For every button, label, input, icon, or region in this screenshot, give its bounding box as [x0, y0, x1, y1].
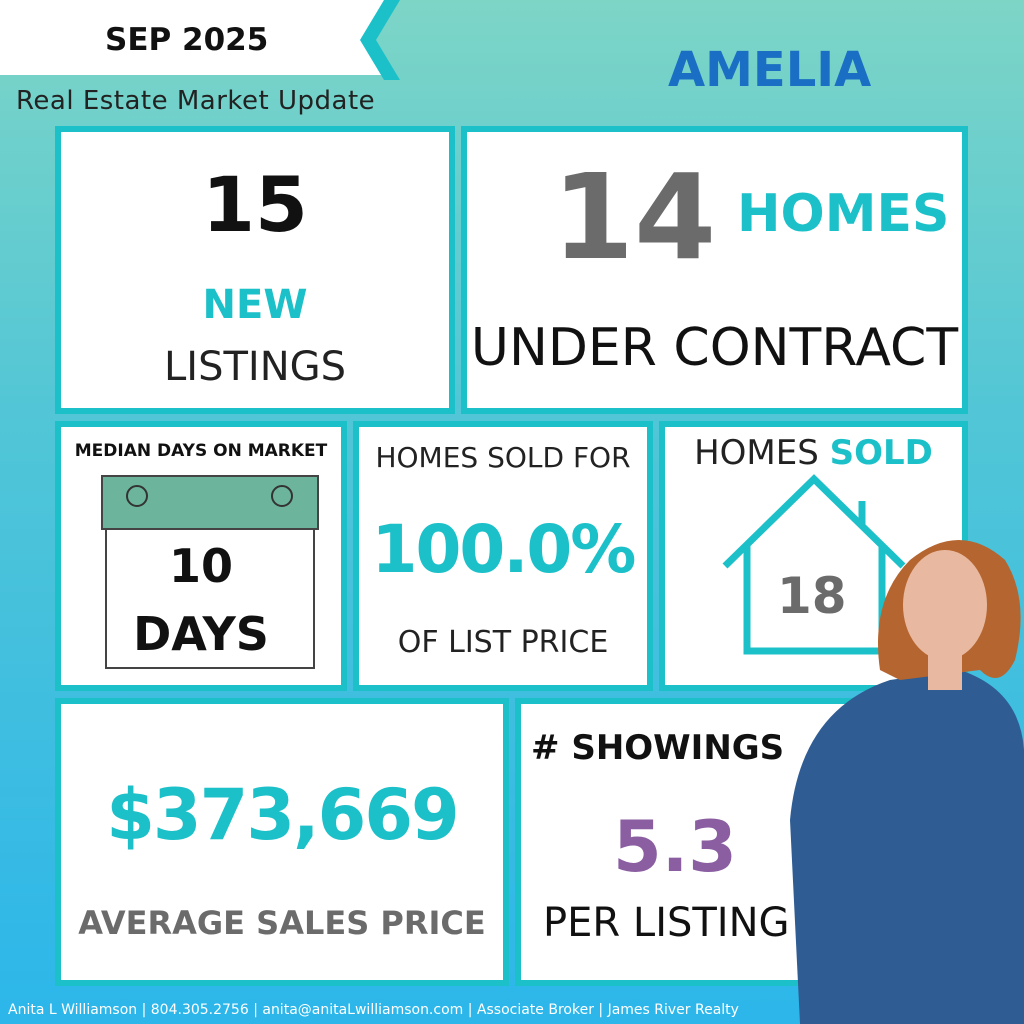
under-contract-count: 14 — [552, 148, 717, 286]
calendar-icon — [101, 475, 319, 671]
days-unit: DAYS — [133, 607, 269, 661]
house-icon — [722, 474, 906, 655]
area-title: AMELIA — [668, 42, 872, 98]
per-listing-label: PER LISTING — [543, 900, 790, 946]
agent-photo — [790, 540, 1024, 1024]
sold-label: SOLD — [829, 433, 933, 473]
under-contract-label: UNDER CONTRACT — [470, 318, 959, 378]
sold-for-label: HOMES SOLD FOR — [375, 441, 631, 474]
homes-sold-count: 18 — [777, 567, 847, 625]
homes-label: HOMES — [737, 184, 950, 244]
list-price-label: OF LIST PRICE — [397, 625, 609, 660]
days-on-market-card: MEDIAN DAYS ON MARKET 10 DAYS — [55, 421, 347, 691]
new-listings-count: 15 — [202, 160, 308, 249]
showings-value: 5.3 — [613, 806, 738, 888]
average-price-value: $373,669 — [106, 774, 460, 856]
average-price-card: $373,669 AVERAGE SALES PRICE — [55, 698, 509, 986]
average-price-label: AVERAGE SALES PRICE — [78, 904, 486, 942]
under-contract-card: 14 HOMES UNDER CONTRACT — [461, 126, 968, 414]
sold-percent-card: HOMES SOLD FOR 100.0% OF LIST PRICE — [353, 421, 653, 691]
homes-sold-title: HOMES SOLD — [665, 433, 962, 473]
date-banner — [0, 0, 395, 75]
listings-label: LISTINGS — [163, 344, 346, 390]
sold-percent-value: 100.0% — [371, 511, 637, 588]
new-listings-card: 15 NEW LISTINGS — [55, 126, 455, 414]
days-value: 10 — [168, 539, 233, 593]
date-label: SEP 2025 — [105, 22, 269, 58]
homes-label: HOMES — [694, 433, 819, 473]
days-title: MEDIAN DAYS ON MARKET — [74, 441, 328, 461]
footer-contact: Anita L Williamson | 804.305.2756 | anit… — [8, 1002, 739, 1018]
new-label: NEW — [202, 282, 308, 328]
showings-title: # SHOWINGS — [531, 728, 785, 768]
subtitle: Real Estate Market Update — [16, 86, 376, 116]
